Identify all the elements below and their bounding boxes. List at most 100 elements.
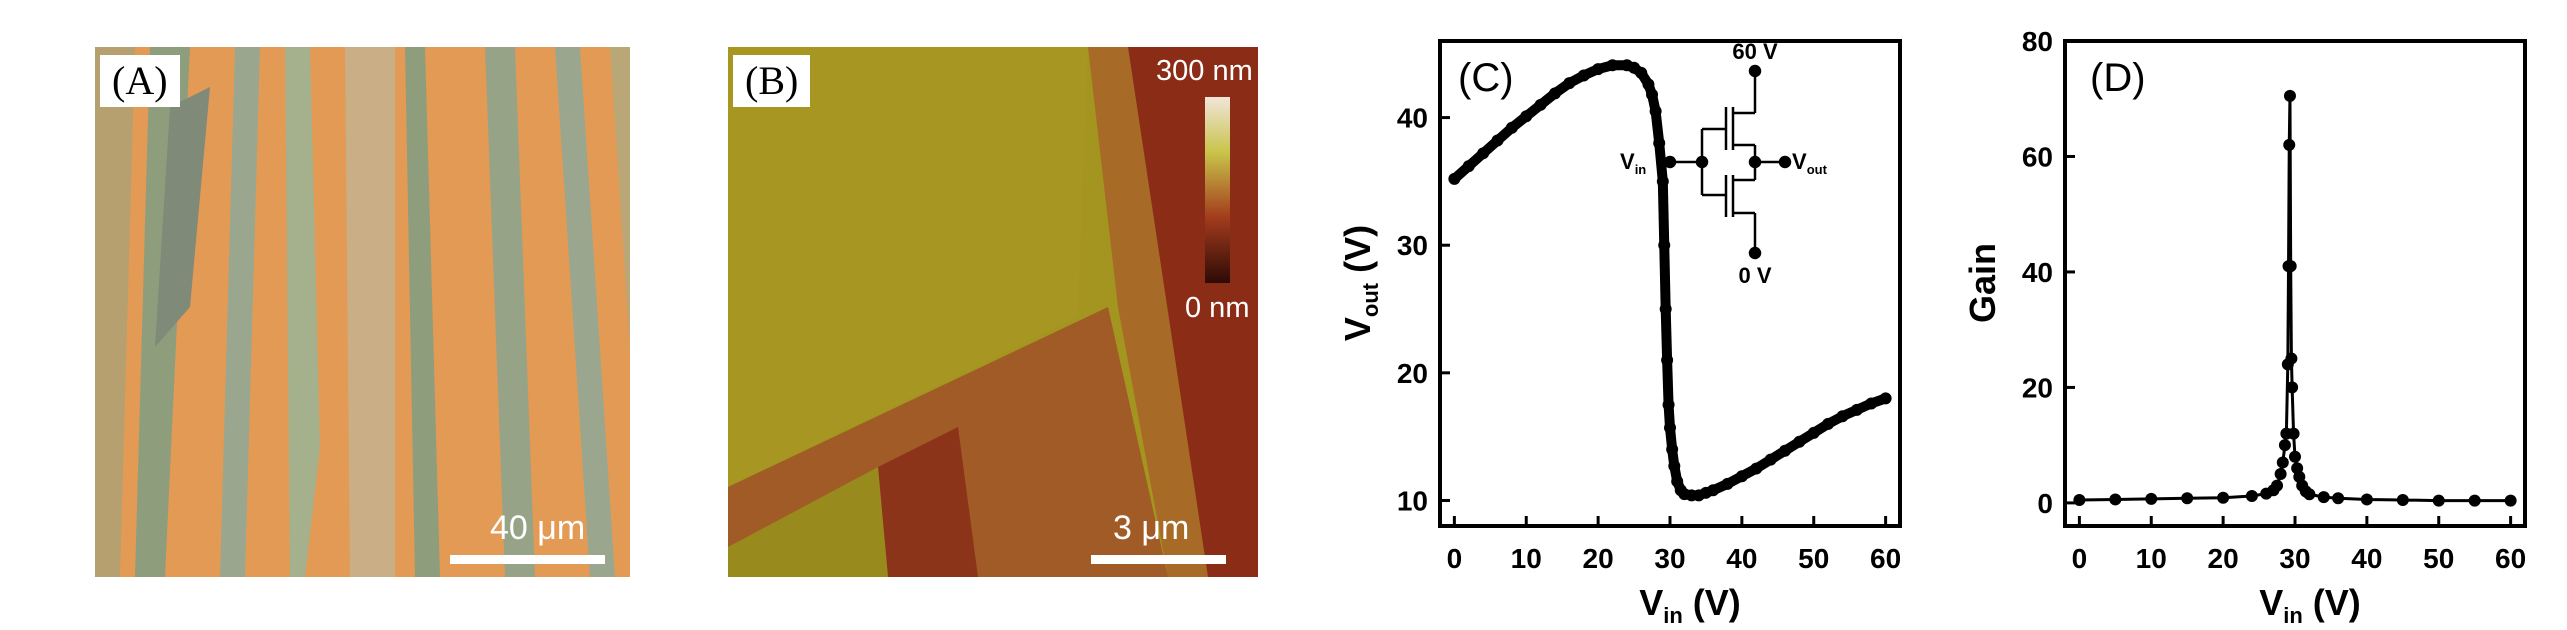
x-tick-label: 40	[1726, 543, 1757, 574]
panel-c-chart: (C) 0 10 20 30 40 50 60 10 20 30 40 Vin (V) Vout …	[1337, 39, 1902, 625]
x-tick-label: 0	[2072, 543, 2088, 574]
data-point	[2245, 489, 2258, 502]
y-tick-label: 20	[1397, 358, 1428, 389]
x-tick-label: 60	[2495, 543, 2526, 574]
scale-bar-label: 3 μm	[1113, 509, 1190, 547]
x-tick-label: 10	[1511, 543, 1542, 574]
data-point	[1850, 403, 1863, 416]
x-tick-label: 20	[2208, 543, 2239, 574]
data-point	[1661, 354, 1674, 367]
x-axis-ticks: 0 10 20 30 40 50 60	[2072, 516, 2526, 574]
panel-a-micrograph: (A) 40 μm	[95, 47, 630, 577]
data-point	[2274, 468, 2287, 481]
data-point	[1656, 175, 1669, 188]
x-tick-label: 10	[2136, 543, 2167, 574]
data-point	[1491, 134, 1504, 147]
series-line	[2079, 94, 2511, 503]
panel-a-label: (A)	[100, 55, 180, 107]
data-point	[1520, 110, 1533, 123]
y-tick-label: 60	[2022, 141, 2053, 172]
data-point	[2276, 456, 2289, 469]
series-line	[1451, 60, 1888, 501]
y-tick-label: 40	[2022, 257, 2053, 288]
x-tick-label: 30	[2279, 543, 2310, 574]
inset-vin-main: V	[1620, 149, 1635, 174]
data-points	[2073, 89, 2517, 507]
data-point	[1793, 435, 1806, 448]
data-point	[2145, 492, 2158, 505]
data-point	[2504, 494, 2517, 507]
x-tick-label: 30	[1654, 543, 1685, 574]
data-point	[1477, 147, 1490, 160]
x-axis-label: Vin (V)	[2259, 582, 2361, 625]
x-tick-label: 50	[2423, 543, 2454, 574]
data-point	[2286, 381, 2299, 394]
data-point	[1836, 410, 1849, 423]
data-point	[2303, 488, 2316, 501]
y-axis-label-main: V	[1337, 317, 1378, 341]
data-point	[1779, 444, 1791, 457]
data-point	[2468, 494, 2481, 507]
data-point	[2396, 494, 2409, 507]
inset-vout-sub: out	[1807, 162, 1828, 177]
data-point	[1664, 421, 1676, 434]
data-point	[2332, 492, 2345, 505]
data-point	[2271, 479, 2284, 492]
data-point	[1462, 160, 1475, 173]
x-axis-label-sub: in	[1663, 603, 1683, 625]
x-axis-label-unit: (V)	[2303, 582, 2361, 623]
micrograph-image	[95, 47, 630, 577]
y-axis-label-sub: out	[1358, 282, 1383, 317]
x-axis-label-main: V	[2259, 582, 2283, 623]
data-point	[1658, 239, 1671, 252]
data-point	[1563, 77, 1576, 90]
data-point	[2217, 491, 2230, 504]
y-tick-label: 80	[2022, 26, 2053, 57]
data-point	[1668, 460, 1681, 473]
y-tick-label: 10	[1397, 485, 1428, 516]
data-point	[1865, 397, 1878, 410]
inset-vin-sub: in	[1635, 162, 1647, 177]
data-point	[1807, 426, 1820, 439]
data-point	[1606, 59, 1619, 72]
data-point	[1822, 417, 1835, 430]
colorbar-max-label: 300 nm	[1156, 55, 1253, 87]
data-point	[1592, 63, 1605, 76]
data-points	[1448, 59, 1892, 502]
x-axis-ticks: 0 10 20 30 40 50 60	[1447, 516, 1901, 574]
data-point	[2109, 493, 2122, 506]
inverter-schematic-inset	[1663, 64, 1792, 260]
data-point	[1662, 398, 1675, 411]
data-point	[2181, 492, 2194, 505]
data-point	[2284, 260, 2297, 273]
data-point	[2278, 439, 2291, 452]
y-axis-ticks: 0 20 40 60 80	[2022, 26, 2075, 519]
data-point	[2283, 138, 2296, 151]
y-tick-label: 0	[2037, 488, 2053, 519]
data-point	[1505, 121, 1518, 134]
scale-bar	[1091, 555, 1226, 564]
scale-bar-label: 40 μm	[490, 509, 586, 547]
panel-d-chart: (D) 0 10 20 30 40 50 60 0 20 40 60 80 Vin (V) Gain	[1965, 26, 2527, 625]
data-point	[2360, 493, 2373, 506]
data-point	[1764, 453, 1777, 466]
panel-b-label: (B)	[733, 55, 811, 107]
data-point	[2287, 427, 2300, 440]
data-point	[2073, 494, 2086, 507]
inset-bottom-voltage: 0 V	[1738, 263, 1771, 288]
data-point	[2289, 450, 2301, 463]
data-point	[1750, 462, 1763, 475]
colorbar-min-label: 0 nm	[1185, 292, 1250, 324]
data-point	[1653, 137, 1666, 150]
y-axis-label-unit: (V)	[1337, 225, 1378, 283]
data-point	[1448, 172, 1461, 185]
inset-vout-main: V	[1792, 149, 1807, 174]
x-axis-label: Vin (V)	[1639, 582, 1741, 625]
inset-vin-label: Vin	[1620, 149, 1646, 177]
x-axis-label-main: V	[1639, 582, 1663, 623]
data-point	[1721, 477, 1734, 490]
y-axis-label: Vout (V)	[1337, 225, 1383, 341]
afm-image	[728, 47, 1258, 577]
data-point	[2283, 89, 2296, 102]
x-tick-label: 0	[1447, 543, 1463, 574]
